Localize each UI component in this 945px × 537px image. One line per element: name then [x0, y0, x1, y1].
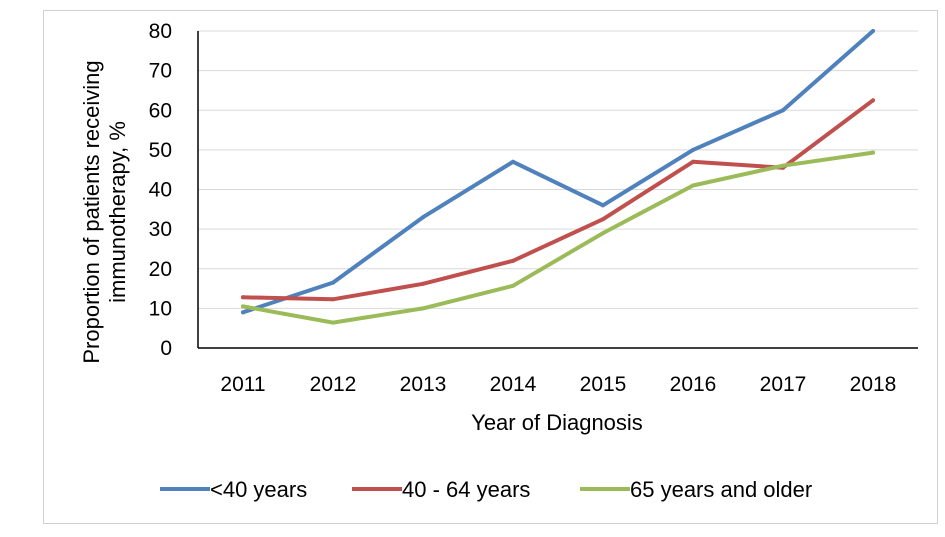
data-point — [331, 297, 335, 302]
y-tick-label: 10 — [149, 297, 172, 320]
series-lines — [241, 29, 875, 325]
legend-label-3: 65 years and older — [630, 477, 812, 502]
data-point — [331, 320, 335, 325]
x-tick-label: 2018 — [850, 373, 897, 396]
y-axis-title-line2: immunotherapy, % — [105, 121, 130, 303]
data-point — [871, 98, 875, 103]
data-point — [421, 306, 425, 311]
x-tick-label: 2016 — [670, 373, 717, 396]
series-line-1 — [241, 29, 875, 315]
data-point — [601, 203, 605, 208]
x-tick-label: 2014 — [490, 373, 537, 396]
data-point — [691, 147, 695, 152]
data-point — [241, 310, 245, 315]
y-tick-label: 40 — [149, 179, 172, 202]
y-tick-label: 60 — [149, 99, 172, 122]
x-axis-title: Year of Diagnosis — [471, 410, 643, 435]
axes — [197, 31, 918, 349]
y-tick-labels: 0 10 20 30 40 50 60 70 80 — [149, 20, 172, 360]
data-point — [871, 29, 875, 33]
data-point — [781, 163, 785, 168]
y-tick-label: 80 — [149, 20, 172, 43]
x-tick-label: 2011 — [220, 373, 265, 396]
legend-label-2: 40 - 64 years — [402, 477, 530, 502]
y-axis-title-line1: Proportion of patients receiving — [79, 60, 104, 363]
data-point — [421, 281, 425, 286]
data-point — [601, 231, 605, 236]
y-tick-label: 20 — [149, 258, 172, 281]
x-tick-labels: 2011 2012 2013 2014 2015 2016 2017 2018 — [220, 373, 896, 396]
data-point — [241, 304, 245, 309]
x-tick-label: 2017 — [760, 373, 807, 396]
x-tick-label: 2015 — [580, 373, 627, 396]
gridlines — [198, 30, 918, 309]
y-tick-label: 50 — [149, 139, 172, 162]
series-line-2 — [241, 98, 875, 302]
series-line-3 — [241, 150, 875, 325]
chart-frame — [43, 10, 938, 524]
data-point — [691, 183, 695, 188]
x-tick-label: 2013 — [400, 373, 447, 396]
y-tick-label: 30 — [149, 218, 172, 241]
data-point — [511, 283, 515, 288]
data-point — [421, 215, 425, 220]
x-tick-label: 2012 — [310, 373, 357, 396]
data-point — [781, 108, 785, 113]
data-point — [331, 280, 335, 285]
y-tick-label: 0 — [160, 337, 172, 360]
data-point — [241, 295, 245, 300]
data-point — [871, 150, 875, 155]
data-point — [601, 217, 605, 222]
data-point — [511, 258, 515, 263]
legend-label-1: <40 years — [210, 477, 307, 502]
data-point — [691, 159, 695, 164]
legend: <40 years 40 - 64 years 65 years and older — [160, 477, 812, 502]
data-point — [511, 159, 515, 164]
y-tick-label: 70 — [149, 60, 172, 83]
